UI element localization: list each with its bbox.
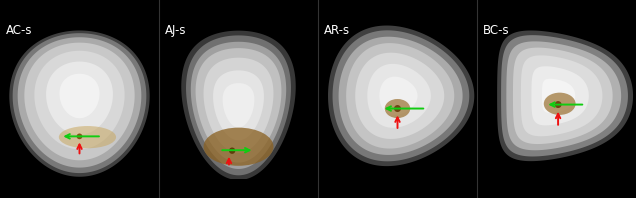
Circle shape [77, 133, 83, 139]
Polygon shape [59, 74, 100, 118]
Polygon shape [521, 55, 602, 136]
Polygon shape [178, 28, 299, 183]
Polygon shape [328, 26, 474, 166]
Polygon shape [532, 66, 589, 125]
Polygon shape [46, 62, 113, 135]
Polygon shape [6, 28, 153, 180]
Polygon shape [10, 30, 149, 177]
Polygon shape [501, 35, 628, 156]
Polygon shape [325, 22, 478, 169]
Ellipse shape [385, 99, 410, 118]
Polygon shape [356, 53, 444, 139]
Polygon shape [333, 30, 469, 161]
Polygon shape [513, 48, 612, 144]
Polygon shape [196, 48, 281, 163]
Polygon shape [542, 79, 575, 113]
Polygon shape [18, 37, 141, 168]
Circle shape [394, 105, 401, 112]
Polygon shape [181, 31, 296, 180]
Polygon shape [34, 51, 125, 149]
Polygon shape [223, 83, 254, 128]
Circle shape [555, 101, 562, 108]
Polygon shape [506, 41, 621, 150]
Polygon shape [380, 77, 417, 115]
Polygon shape [346, 43, 454, 148]
Polygon shape [24, 43, 135, 160]
Polygon shape [368, 64, 431, 128]
Ellipse shape [544, 93, 576, 115]
Polygon shape [338, 37, 462, 155]
Polygon shape [191, 42, 286, 169]
Text: AJ-s: AJ-s [165, 24, 187, 37]
Polygon shape [13, 33, 146, 173]
Text: AR-s: AR-s [324, 24, 350, 37]
Ellipse shape [204, 128, 273, 166]
Polygon shape [494, 27, 636, 164]
Text: BC-s: BC-s [483, 24, 510, 37]
Text: AC-s: AC-s [6, 24, 33, 37]
Polygon shape [204, 58, 273, 153]
Polygon shape [186, 35, 291, 175]
Circle shape [229, 148, 235, 154]
Ellipse shape [59, 126, 116, 148]
Polygon shape [213, 70, 264, 140]
Polygon shape [497, 30, 633, 161]
